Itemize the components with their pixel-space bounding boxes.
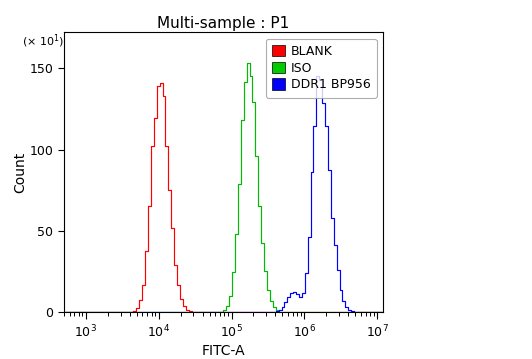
Text: ($\times$ 10$^1$): ($\times$ 10$^1$) bbox=[22, 32, 64, 50]
X-axis label: FITC-A: FITC-A bbox=[202, 344, 245, 358]
Y-axis label: Count: Count bbox=[13, 152, 27, 193]
Title: Multi-sample : P1: Multi-sample : P1 bbox=[157, 16, 289, 31]
Legend: BLANK, ISO, DDR1 BP956: BLANK, ISO, DDR1 BP956 bbox=[266, 38, 377, 98]
